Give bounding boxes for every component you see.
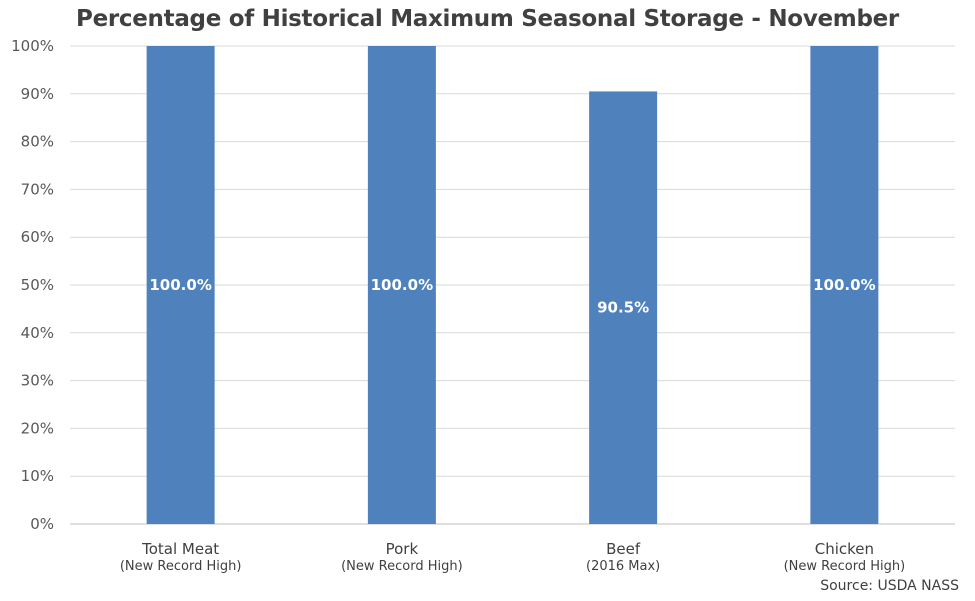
x-tick-label: Total Meat xyxy=(141,540,219,558)
y-tick-label: 90% xyxy=(21,85,54,103)
x-tick-label: Pork xyxy=(386,540,419,558)
x-tick-sublabel: (New Record High) xyxy=(784,559,906,574)
x-tick-sublabel: (New Record High) xyxy=(341,559,463,574)
y-tick-label: 70% xyxy=(21,180,54,198)
y-tick-label: 30% xyxy=(21,372,54,390)
y-tick-label: 0% xyxy=(30,515,54,533)
y-tick-label: 100% xyxy=(11,37,54,55)
bar xyxy=(367,46,436,524)
chart-title: Percentage of Historical Maximum Seasona… xyxy=(76,6,899,32)
bar xyxy=(146,46,215,524)
y-tick-label: 50% xyxy=(21,276,54,294)
data-label: 100.0% xyxy=(371,276,433,294)
y-tick-label: 20% xyxy=(21,419,54,437)
y-tick-label: 10% xyxy=(21,467,54,485)
source-note: Source: USDA NASS xyxy=(820,578,959,594)
x-tick-sublabel: (New Record High) xyxy=(120,559,242,574)
y-tick-label: 40% xyxy=(21,324,54,342)
data-label: 90.5% xyxy=(597,299,649,317)
bar xyxy=(589,91,658,524)
y-tick-label: 80% xyxy=(21,133,54,151)
data-label: 100.0% xyxy=(149,276,211,294)
x-tick-label: Chicken xyxy=(815,540,874,558)
x-tick-label: Beef xyxy=(606,540,641,558)
bar xyxy=(810,46,879,524)
x-tick-sublabel: (2016 Max) xyxy=(586,559,660,574)
y-tick-label: 60% xyxy=(21,228,54,246)
data-label: 100.0% xyxy=(813,276,875,294)
